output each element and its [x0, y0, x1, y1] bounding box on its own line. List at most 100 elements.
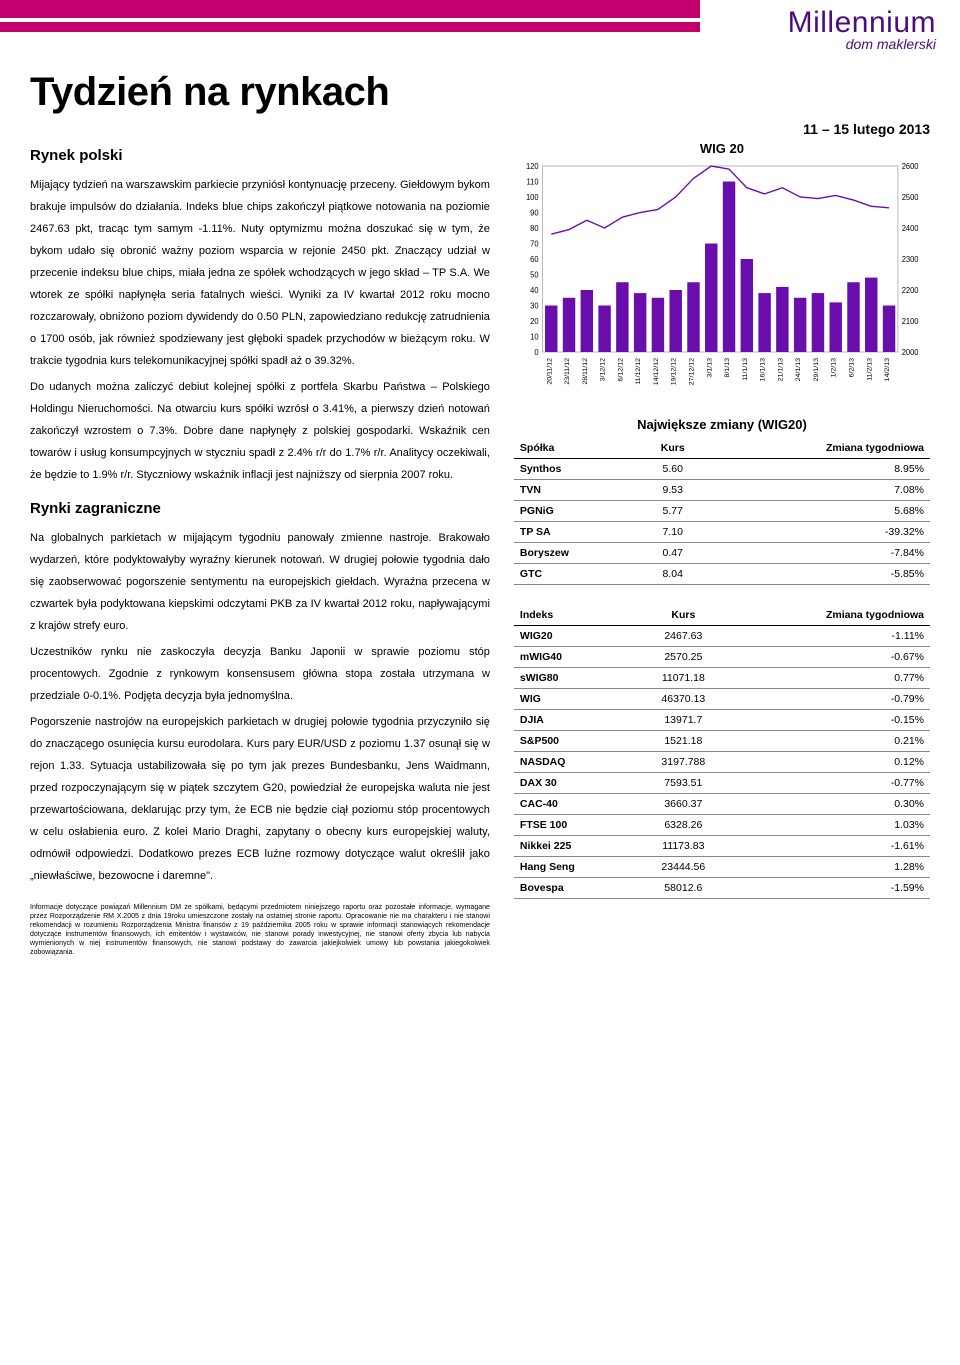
table1-cell: 5.77 [637, 501, 709, 522]
table2-cell: -0.77% [733, 773, 930, 794]
chart-title: WIG 20 [514, 141, 930, 156]
svg-text:2000: 2000 [902, 348, 919, 357]
svg-text:80: 80 [530, 224, 539, 233]
table2-h2: Zmiana tygodniowa [733, 605, 930, 626]
table2-cell: S&P500 [514, 731, 634, 752]
table-row: Hang Seng23444.561.28% [514, 857, 930, 878]
table2-cell: 0.30% [733, 794, 930, 815]
table2-h1: Kurs [633, 605, 733, 626]
table2-cell: 0.21% [733, 731, 930, 752]
disclaimer-text: Informacje dotyczące powiązań Millennium… [30, 903, 490, 958]
svg-text:2200: 2200 [902, 286, 919, 295]
table-row: CAC-403660.370.30% [514, 794, 930, 815]
section-rynek-polski-body: Mijający tydzień na warszawskim parkieci… [30, 174, 490, 486]
wig20-chart: 0102030405060708090100110120200021002200… [514, 160, 930, 400]
table1-cell: Boryszew [514, 543, 637, 564]
table2-cell: 2570.25 [633, 647, 733, 668]
svg-text:100: 100 [526, 193, 539, 202]
table-row: mWIG402570.25-0.67% [514, 647, 930, 668]
table2-cell: sWIG80 [514, 668, 634, 689]
svg-text:2600: 2600 [902, 162, 919, 171]
table-row: sWIG8011071.180.77% [514, 668, 930, 689]
table2-cell: 11071.18 [633, 668, 733, 689]
body-para-1: Mijający tydzień na warszawskim parkieci… [30, 174, 490, 372]
svg-text:3/12/12: 3/12/12 [600, 358, 607, 382]
svg-text:14/12/12: 14/12/12 [653, 358, 660, 385]
svg-text:19/12/12: 19/12/12 [671, 358, 678, 385]
table-row: Boryszew0.47-7.84% [514, 543, 930, 564]
table-row: Bovespa58012.6-1.59% [514, 878, 930, 899]
svg-text:21/1/13: 21/1/13 [777, 358, 784, 382]
table2-cell: -1.11% [733, 626, 930, 647]
table1-cell: Synthos [514, 459, 637, 480]
table2-cell: CAC-40 [514, 794, 634, 815]
svg-text:28/11/12: 28/11/12 [582, 358, 589, 385]
table1-cell: 8.04 [637, 564, 709, 585]
date-range: 11 – 15 lutego 2013 [30, 121, 930, 137]
svg-text:40: 40 [530, 286, 539, 295]
table-row: FTSE 1006328.261.03% [514, 815, 930, 836]
table2-cell: DJIA [514, 710, 634, 731]
section-rynki-zagraniczne-body: Na globalnych parkietach w mijającym tyg… [30, 527, 490, 887]
table2-cell: -1.59% [733, 878, 930, 899]
table1-h2: Zmiana tygodniowa [709, 438, 930, 459]
table2-cell: Bovespa [514, 878, 634, 899]
table2-cell: 1.28% [733, 857, 930, 878]
table2-cell: -0.15% [733, 710, 930, 731]
table2-cell: -1.61% [733, 836, 930, 857]
table2-cell: mWIG40 [514, 647, 634, 668]
header-brand-bar: Millennium dom maklerski [0, 0, 960, 52]
body-para-3: Na globalnych parkietach w mijającym tyg… [30, 527, 490, 637]
svg-text:110: 110 [526, 177, 539, 186]
table1-cell: 5.60 [637, 459, 709, 480]
table2-cell: 11173.83 [633, 836, 733, 857]
svg-text:24/1/13: 24/1/13 [795, 358, 802, 382]
table-indices: Indeks Kurs Zmiana tygodniowa WIG202467.… [514, 605, 930, 899]
svg-text:70: 70 [530, 239, 539, 248]
section-rynek-polski-title: Rynek polski [30, 147, 490, 164]
svg-text:120: 120 [526, 162, 539, 171]
table-row: WIG46370.13-0.79% [514, 689, 930, 710]
svg-text:14/2/13: 14/2/13 [884, 358, 891, 382]
table1-cell: -5.85% [709, 564, 930, 585]
svg-text:3/1/13: 3/1/13 [706, 358, 713, 378]
table2-cell: 3197.788 [633, 752, 733, 773]
section-rynki-zagraniczne-title: Rynki zagraniczne [30, 500, 490, 517]
table1-title: Największe zmiany (WIG20) [514, 417, 930, 432]
svg-text:16/1/13: 16/1/13 [760, 358, 767, 382]
svg-text:90: 90 [530, 208, 539, 217]
svg-text:60: 60 [530, 255, 539, 264]
table2-cell: 3660.37 [633, 794, 733, 815]
table-row: Synthos5.608.95% [514, 459, 930, 480]
table1-cell: 5.68% [709, 501, 930, 522]
table2-cell: 13971.7 [633, 710, 733, 731]
table1-cell: PGNiG [514, 501, 637, 522]
logo-block: Millennium dom maklerski [700, 0, 960, 52]
table-row: S&P5001521.180.21% [514, 731, 930, 752]
table2-cell: Nikkei 225 [514, 836, 634, 857]
table2-cell: 2467.63 [633, 626, 733, 647]
svg-text:20: 20 [530, 317, 539, 326]
table1-cell: 7.08% [709, 480, 930, 501]
right-column: WIG 20 010203040506070809010011012020002… [514, 141, 930, 958]
svg-text:10: 10 [530, 332, 539, 341]
table2-cell: 7593.51 [633, 773, 733, 794]
svg-text:6/2/13: 6/2/13 [849, 358, 856, 378]
table2-cell: 1521.18 [633, 731, 733, 752]
svg-text:11/1/13: 11/1/13 [742, 358, 749, 381]
table2-cell: DAX 30 [514, 773, 634, 794]
table2-cell: -0.67% [733, 647, 930, 668]
svg-text:11/2/13: 11/2/13 [866, 358, 873, 381]
main-title: Tydzień na rynkach [30, 70, 930, 115]
table-row: WIG202467.63-1.11% [514, 626, 930, 647]
svg-text:8/1/13: 8/1/13 [724, 358, 731, 378]
table1-cell: 9.53 [637, 480, 709, 501]
table1-cell: TVN [514, 480, 637, 501]
table2-cell: 0.77% [733, 668, 930, 689]
svg-text:23/11/12: 23/11/12 [564, 358, 571, 385]
table2-cell: 6328.26 [633, 815, 733, 836]
table2-cell: WIG20 [514, 626, 634, 647]
table2-cell: 46370.13 [633, 689, 733, 710]
table2-cell: NASDAQ [514, 752, 634, 773]
table-row: DAX 307593.51-0.77% [514, 773, 930, 794]
